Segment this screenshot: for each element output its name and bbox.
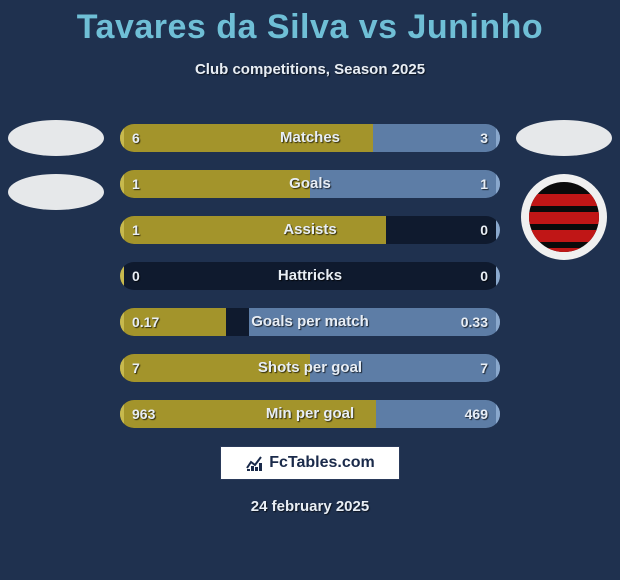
stat-label: Min per goal bbox=[120, 400, 500, 428]
stat-value-left: 6 bbox=[132, 124, 140, 152]
stat-row: Assists1 0 bbox=[120, 216, 500, 244]
stat-value-right: 0 bbox=[480, 216, 488, 244]
page-title: Tavares da Silva vs Juninho bbox=[0, 0, 620, 47]
club-crest-icon bbox=[521, 174, 607, 260]
stat-value-right: 469 bbox=[465, 400, 488, 428]
stat-value-right: 0 bbox=[480, 262, 488, 290]
stat-value-right: 7 bbox=[480, 354, 488, 382]
date-label: 24 february 2025 bbox=[0, 498, 620, 515]
stat-row: Goals1 1 bbox=[120, 170, 500, 198]
club-badge-placeholder bbox=[8, 120, 104, 156]
stat-value-right: 1 bbox=[480, 170, 488, 198]
stat-value-left: 7 bbox=[132, 354, 140, 382]
stat-value-right: 0.33 bbox=[461, 308, 488, 336]
stat-label: Goals bbox=[120, 170, 500, 198]
stat-label: Shots per goal bbox=[120, 354, 500, 382]
club-badge-placeholder bbox=[516, 120, 612, 156]
comparison-infographic: Tavares da Silva vs Juninho Club competi… bbox=[0, 0, 620, 580]
stat-row: Shots per goal7 7 bbox=[120, 354, 500, 382]
stat-bars: Matches63Goals11Assists10Hattricks00Goal… bbox=[120, 124, 500, 428]
left-player-badges bbox=[6, 120, 106, 228]
stat-value-left: 1 bbox=[132, 170, 140, 198]
chart-icon bbox=[245, 454, 263, 472]
stat-row: Hattricks0 0 bbox=[120, 262, 500, 290]
stat-value-right: 3 bbox=[480, 124, 488, 152]
brand-name: FcTables.com bbox=[269, 454, 375, 472]
stat-row: Matches6 3 bbox=[120, 124, 500, 152]
stat-value-left: 0 bbox=[132, 262, 140, 290]
stat-label: Assists bbox=[120, 216, 500, 244]
subtitle: Club competitions, Season 2025 bbox=[0, 61, 620, 78]
stat-label: Hattricks bbox=[120, 262, 500, 290]
stat-value-left: 1 bbox=[132, 216, 140, 244]
stat-value-left: 0.17 bbox=[132, 308, 159, 336]
stat-row: Min per goal963 469 bbox=[120, 400, 500, 428]
stat-label: Goals per match bbox=[120, 308, 500, 336]
club-badge-placeholder bbox=[8, 174, 104, 210]
brand-logo: FcTables.com bbox=[220, 446, 400, 480]
stat-label: Matches bbox=[120, 124, 500, 152]
stat-row: Goals per match0.17 0.33 bbox=[120, 308, 500, 336]
stat-value-left: 963 bbox=[132, 400, 155, 428]
right-player-badges bbox=[514, 120, 614, 260]
